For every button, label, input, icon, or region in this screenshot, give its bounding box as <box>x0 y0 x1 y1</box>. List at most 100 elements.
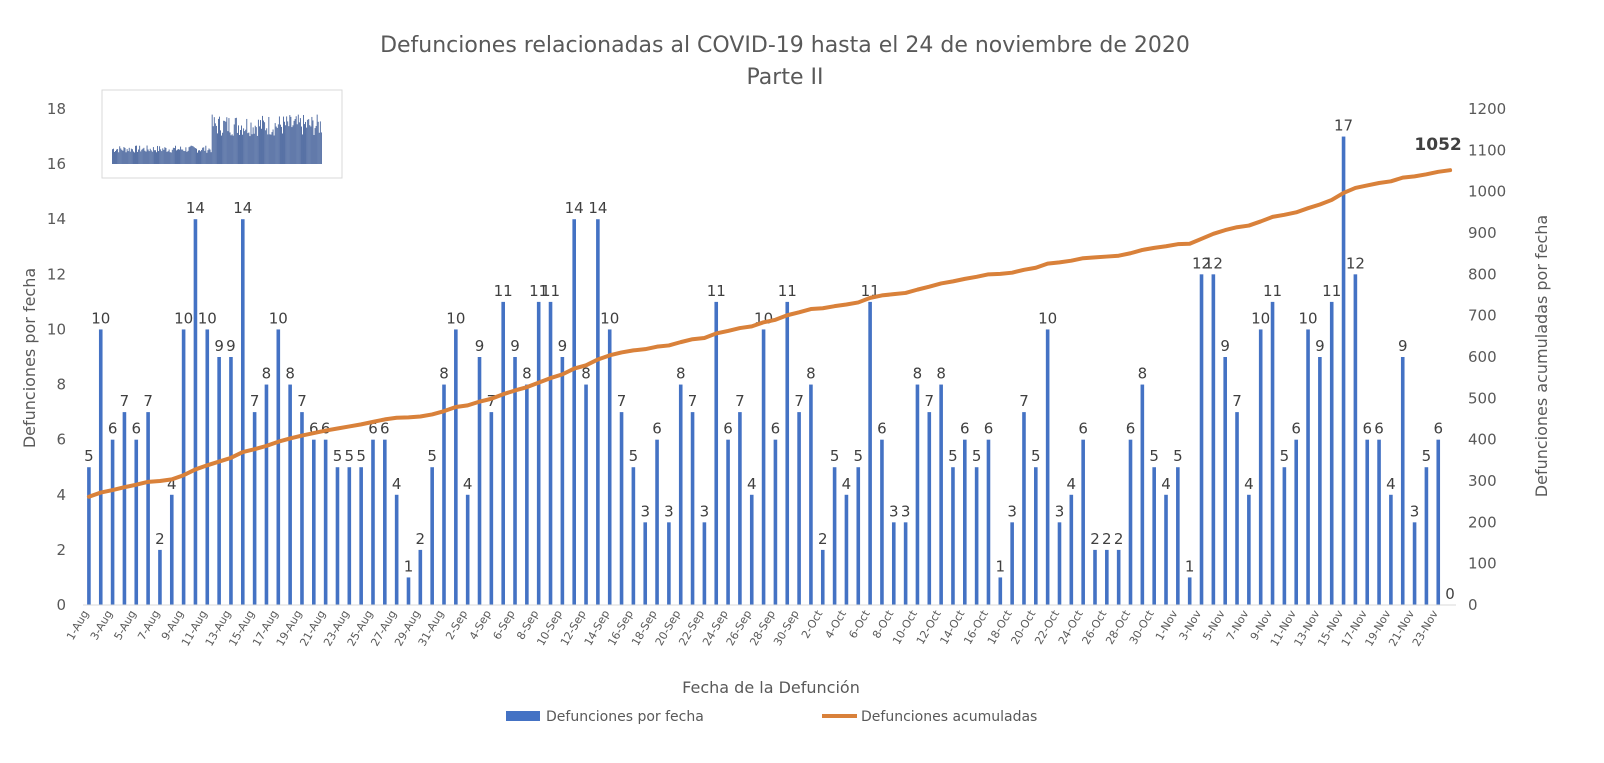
bar-label-29-Sep: 11 <box>778 282 797 300</box>
bar-label-20-Oct: 5 <box>1031 447 1041 465</box>
bar-label-28-Sep: 6 <box>771 420 781 438</box>
bar-11-Nov <box>1294 439 1299 605</box>
bar-label-23-Nov: 6 <box>1433 420 1443 438</box>
x-tick-4-Oct: 4-Oct <box>823 607 850 640</box>
x-tick-3-Nov: 3-Nov <box>1177 608 1205 643</box>
x-axis-ticks: 1-Aug3-Aug5-Aug7-Aug9-Aug11-Aug13-Aug15-… <box>64 607 1441 648</box>
bar-6-Sep <box>513 357 517 605</box>
bar-13-Nov <box>1318 357 1322 605</box>
bar-label-14-Aug: 14 <box>233 199 252 217</box>
bar-19-Oct <box>1022 412 1026 605</box>
bar-label-3-Oct: 5 <box>830 447 840 465</box>
bar-label-7-Oct: 6 <box>877 420 887 438</box>
bar-label-1-Aug: 5 <box>84 447 94 465</box>
bar-label-26-Oct: 2 <box>1102 530 1112 548</box>
y-tick-12: 12 <box>47 265 66 283</box>
bar-29-Aug <box>418 549 423 605</box>
bar-18-Aug <box>288 384 292 605</box>
bar-12-Sep <box>584 384 588 605</box>
bar-label-23-Oct: 4 <box>1067 475 1077 493</box>
bar-15-Nov <box>1341 136 1346 605</box>
y-tick-10: 10 <box>47 320 66 338</box>
bar-label-15-Sep: 7 <box>617 392 627 410</box>
bar-26-Oct <box>1105 549 1109 605</box>
bar-label-2-Nov: 1 <box>1185 557 1195 575</box>
bar-label-12-Oct: 8 <box>936 365 946 383</box>
bar-7-Sep <box>525 384 529 605</box>
bar-label-26-Aug: 6 <box>380 420 390 438</box>
bar-9-Oct <box>903 522 908 605</box>
bar-17-Oct <box>998 577 1003 605</box>
bar-7-Nov <box>1247 494 1251 605</box>
bar-24-Sep <box>726 439 730 605</box>
bar-31-Oct <box>1164 494 1168 605</box>
bar-label-6-Nov: 7 <box>1232 392 1242 410</box>
legend-label-line: Defunciones acumuladas <box>861 709 1037 725</box>
bar-label-7-Nov: 4 <box>1244 475 1254 493</box>
bar-label-13-Sep: 14 <box>588 199 607 217</box>
bar-5-Aug <box>134 439 139 605</box>
bar-series <box>87 136 1441 605</box>
x-tick-6-Sep: 6-Sep <box>491 608 518 642</box>
bar-27-Aug <box>394 494 399 605</box>
bar-11-Oct <box>927 412 932 605</box>
bar-2-Sep <box>465 494 470 605</box>
cumulative-line <box>86 168 1453 499</box>
bar-label-17-Oct: 1 <box>996 557 1006 575</box>
bar-19-Nov <box>1389 494 1393 605</box>
x-tick-1-Nov: 1-Nov <box>1153 608 1181 643</box>
bar-label-27-Oct: 2 <box>1114 530 1124 548</box>
bar-label-8-Oct: 3 <box>889 502 899 520</box>
bar-30-Aug <box>430 467 434 605</box>
bar-label-18-Aug: 8 <box>285 365 295 383</box>
bar-label-15-Aug: 7 <box>250 392 260 410</box>
bar-label-28-Oct: 6 <box>1126 420 1136 438</box>
y2-tick-900: 900 <box>1468 224 1497 242</box>
bar-4-Sep <box>489 412 494 605</box>
bar-27-Oct <box>1116 549 1121 605</box>
bar-label-4-Nov: 12 <box>1204 254 1223 272</box>
bar-label-1-Oct: 8 <box>806 365 816 383</box>
bar-label-7-Sep: 8 <box>522 365 532 383</box>
bar-8-Nov <box>1258 329 1263 605</box>
bar-label-25-Aug: 6 <box>368 420 378 438</box>
bar-label-21-Nov: 3 <box>1410 502 1420 520</box>
bar-1-Sep <box>454 329 458 605</box>
bar-19-Sep <box>667 522 671 605</box>
bar-label-24-Nov: 0 <box>1445 585 1455 603</box>
bar-3-Nov <box>1199 274 1204 605</box>
bar-label-20-Nov: 9 <box>1398 337 1408 355</box>
bar-label-10-Sep: 9 <box>558 337 568 355</box>
bar-1-Aug <box>87 467 91 605</box>
bar-23-Oct <box>1069 494 1074 605</box>
y2-tick-1100: 1100 <box>1468 141 1506 159</box>
y-tick-6: 6 <box>56 431 66 449</box>
bar-label-7-Aug: 2 <box>155 530 165 548</box>
bar-21-Nov <box>1412 522 1417 605</box>
bar-29-Sep <box>785 301 790 605</box>
bar-label-8-Nov: 10 <box>1251 309 1270 327</box>
bar-label-16-Oct: 6 <box>984 420 994 438</box>
bar-label-30-Oct: 5 <box>1149 447 1159 465</box>
bar-label-21-Oct: 10 <box>1038 309 1057 327</box>
bar-label-11-Sep: 14 <box>565 199 584 217</box>
bar-23-Sep <box>714 301 719 605</box>
bar-25-Oct <box>1093 549 1097 605</box>
bar-22-Aug <box>335 467 340 605</box>
bar-9-Aug <box>181 329 186 605</box>
bar-27-Sep <box>761 329 766 605</box>
bar-label-30-Sep: 7 <box>794 392 804 410</box>
y2-tick-200: 200 <box>1468 513 1497 531</box>
bar-label-24-Aug: 5 <box>356 447 366 465</box>
bar-label-9-Sep: 11 <box>541 282 560 300</box>
bar-14-Aug <box>240 219 245 605</box>
bar-label-16-Nov: 12 <box>1346 254 1365 272</box>
y-tick-16: 16 <box>47 155 66 173</box>
bar-label-9-Nov: 11 <box>1263 282 1282 300</box>
bar-16-Oct <box>986 439 991 605</box>
bar-6-Oct <box>868 301 872 605</box>
bar-label-29-Oct: 8 <box>1138 365 1148 383</box>
x-axis-title: Fecha de la Defunción <box>682 678 860 697</box>
bar-14-Nov <box>1329 301 1334 605</box>
